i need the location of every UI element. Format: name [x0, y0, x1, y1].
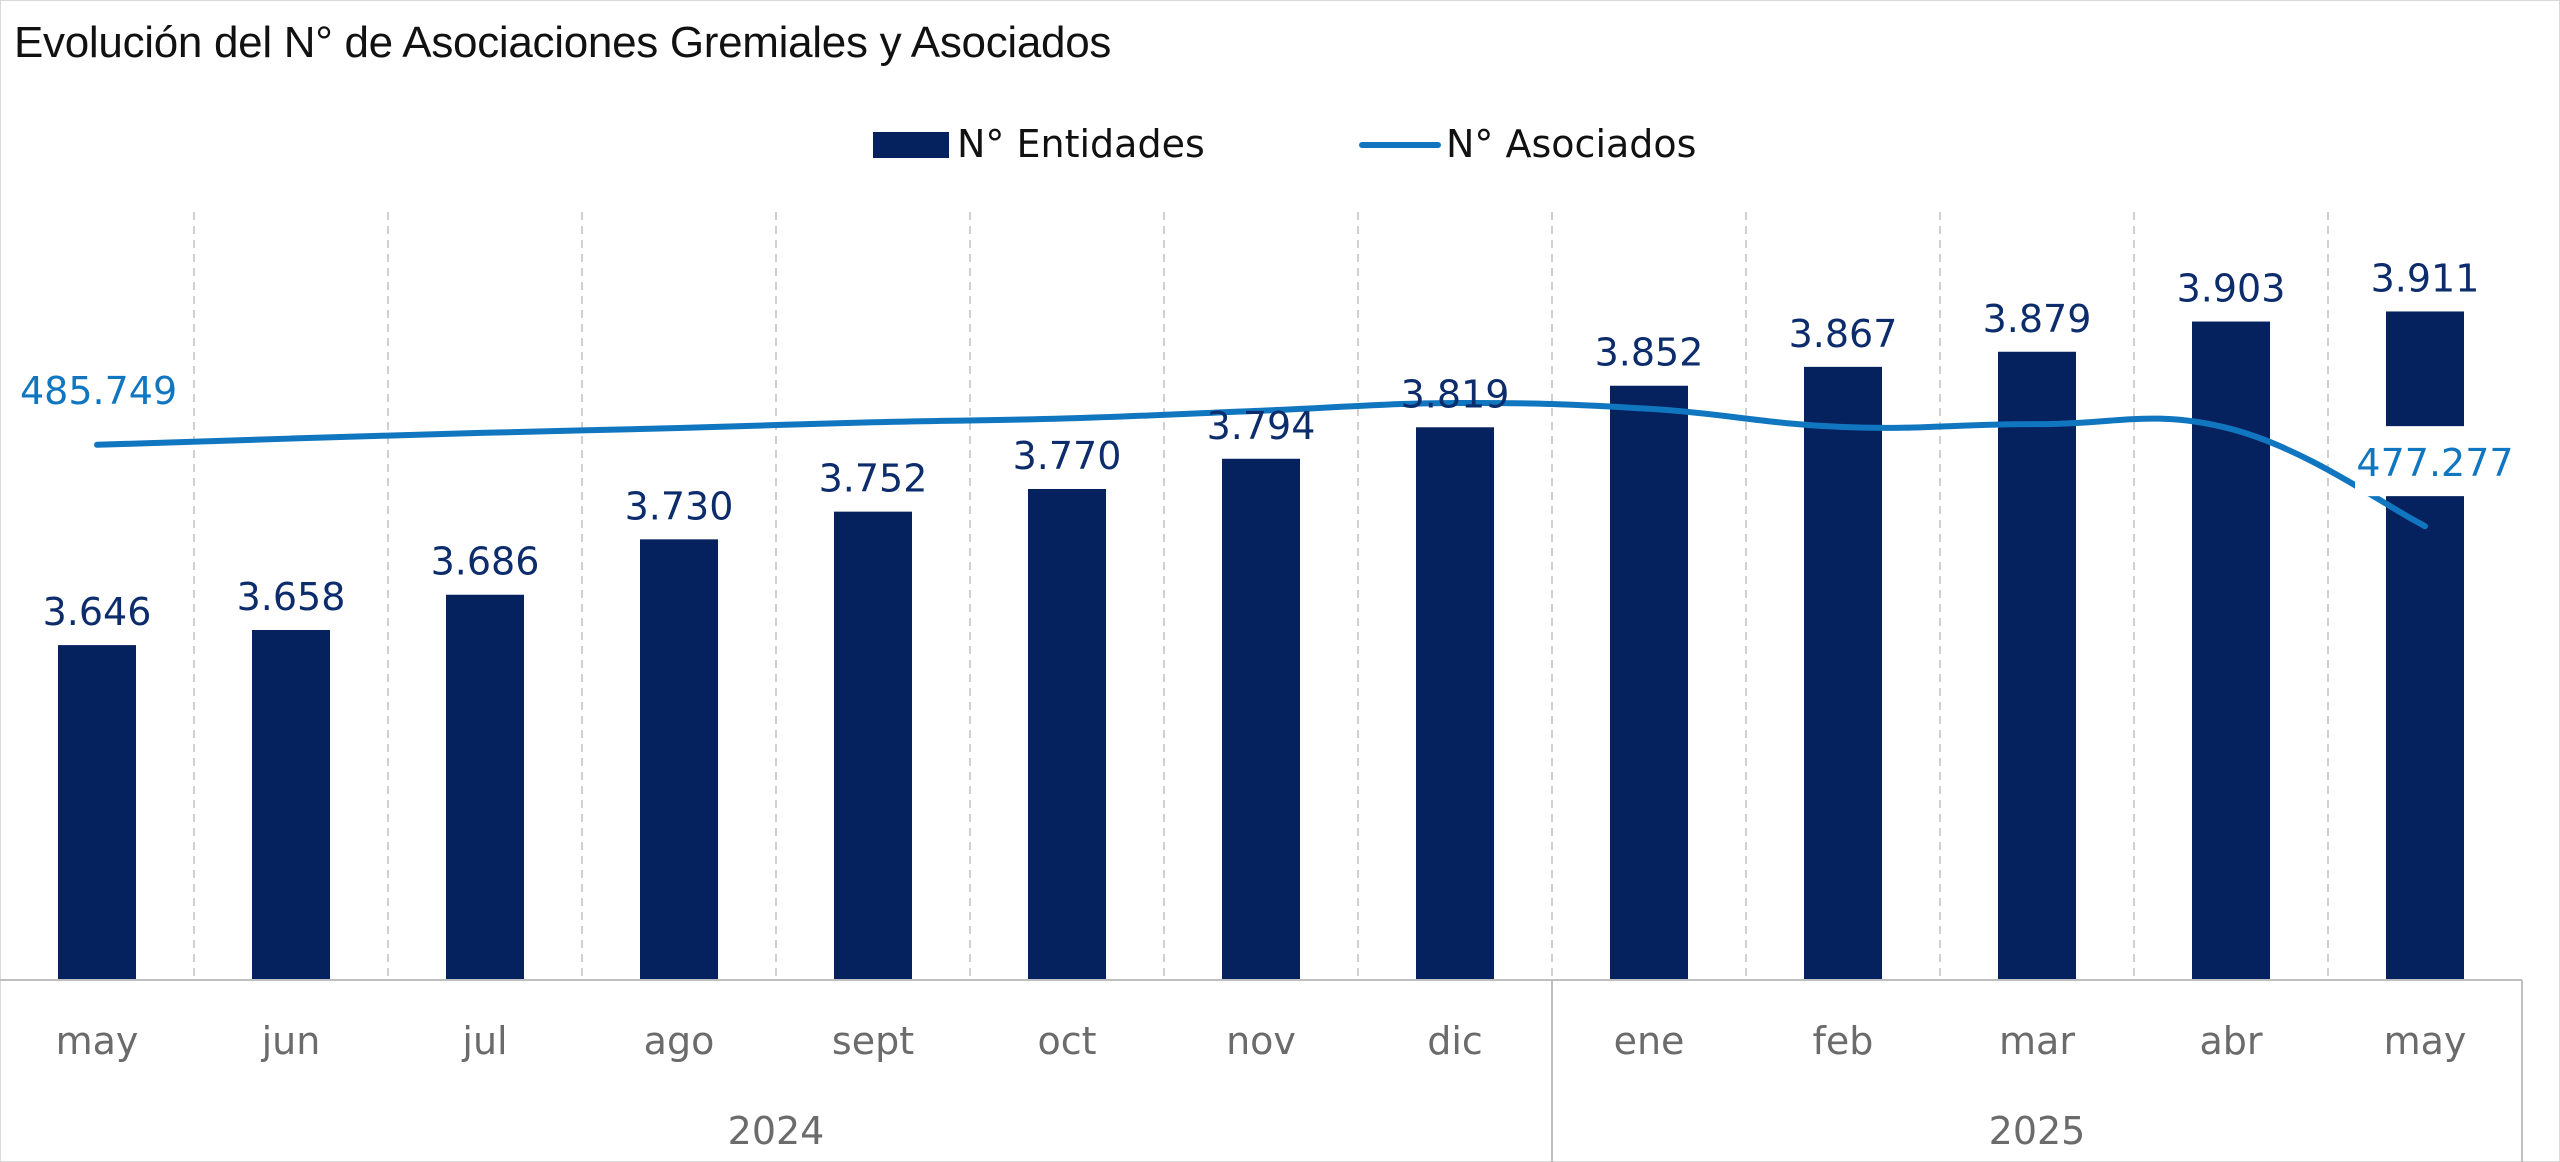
bar-may-0: [58, 645, 136, 980]
x-tick-label: sept: [832, 1019, 914, 1063]
bar-dic-7: [1416, 427, 1494, 980]
bar-data-label: 3.852: [1595, 331, 1704, 375]
year-label: 2025: [1989, 1109, 2086, 1153]
bar-data-label: 3.770: [1013, 434, 1122, 478]
year-label: 2024: [728, 1109, 825, 1153]
x-tick-label: ago: [644, 1019, 715, 1063]
bar-data-label: 3.867: [1789, 312, 1898, 356]
bar-sept-4: [834, 511, 912, 980]
bar-data-label: 3.686: [431, 540, 540, 584]
bar-ene-8: [1610, 385, 1688, 980]
line-series-asociados: [94, 399, 2428, 530]
bar-data-label: 3.879: [1983, 297, 2092, 341]
bar-jun-1: [252, 629, 330, 980]
x-tick-label: dic: [1427, 1019, 1483, 1063]
x-tick-label: oct: [1037, 1019, 1096, 1063]
x-tick-label: mar: [1999, 1019, 2075, 1063]
line-data-label: 485.749: [20, 369, 177, 413]
x-tick-label: abr: [2199, 1019, 2262, 1063]
bar-jul-2: [446, 594, 524, 980]
x-tick-label: ene: [1614, 1019, 1685, 1063]
bar-data-label: 3.819: [1401, 372, 1510, 416]
line-label-background: [2355, 426, 2515, 497]
bar-data-label: 3.903: [2177, 267, 2286, 311]
legend-label-asociados: N° Asociados: [1446, 122, 1696, 166]
x-tick-label: may: [56, 1019, 139, 1063]
x-tick-label: may: [2384, 1019, 2467, 1063]
bar-ago-3: [640, 539, 718, 980]
bar-data-label: 3.752: [819, 457, 928, 501]
bar-data-label: 3.911: [2371, 256, 2480, 300]
bar-mar-10: [1998, 351, 2076, 980]
bar-feb-9: [1804, 366, 1882, 980]
line-data-label: 477.277: [2356, 441, 2513, 485]
bar-data-label: 3.730: [625, 484, 734, 528]
bar-nov-6: [1222, 458, 1300, 980]
x-tick-label: jul: [461, 1019, 507, 1063]
bar-data-label: 3.646: [43, 590, 152, 634]
bar-may-12: [2386, 311, 2464, 980]
chart-title: Evolución del N° de Asociaciones Gremial…: [14, 18, 1112, 67]
bar-data-label: 3.794: [1207, 404, 1316, 448]
x-tick-label: feb: [1813, 1019, 1874, 1063]
bar-oct-5: [1028, 488, 1106, 980]
legend-label-entidades: N° Entidades: [957, 122, 1205, 166]
bar-data-label: 3.658: [237, 575, 346, 619]
legend-swatch-entidades: [873, 132, 949, 158]
x-tick-label: jun: [261, 1019, 321, 1063]
x-tick-label: nov: [1226, 1019, 1296, 1063]
